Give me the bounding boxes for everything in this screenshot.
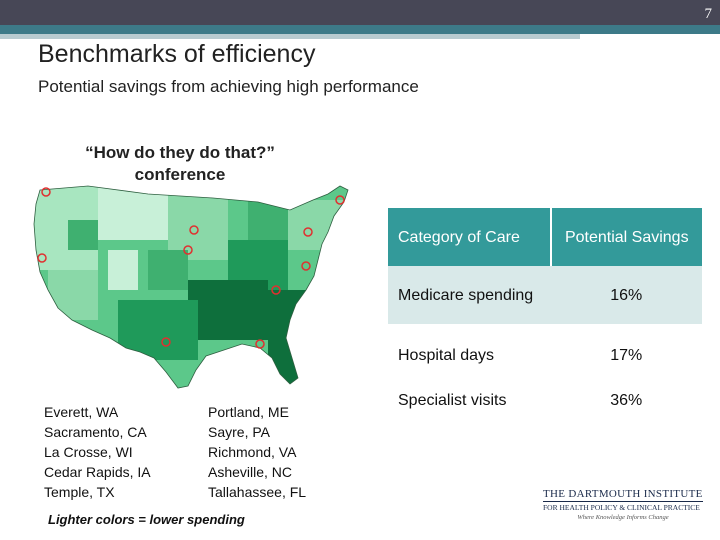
city-item: Sacramento, CA (44, 424, 147, 440)
top-bar-accent (0, 25, 720, 34)
dartmouth-logo: THE DARTMOUTH INSTITUTE FOR HEALTH POLIC… (543, 488, 703, 521)
sayre-marker (303, 227, 313, 237)
city-item: Cedar Rapids, IA (44, 464, 151, 480)
slide-subtitle: Potential savings from achieving high pe… (38, 77, 419, 96)
city-item: La Crosse, WI (44, 444, 133, 460)
tallahassee-marker (255, 339, 265, 349)
top-bar-accent-light (0, 34, 580, 39)
richmond-marker (301, 261, 311, 271)
asheville-marker (271, 285, 281, 295)
row-savings: 17% (550, 325, 702, 384)
logo-tagline: Where Knowledge Informs Change (577, 514, 669, 521)
city-item: Sayre, PA (208, 424, 270, 440)
table-header-row: Category of Care Potential Savings (388, 208, 702, 266)
page-number: 7 (704, 6, 713, 22)
city-item: Asheville, NC (208, 464, 293, 480)
conference-line-2: conference (134, 165, 226, 184)
legend-note: Lighter colors = lower spending (48, 512, 245, 527)
row-category: Medicare spending (388, 266, 551, 326)
city-item: Tallahassee, FL (208, 484, 307, 500)
city-list-right: Portland, ME Sayre, PA Richmond, VA Ashe… (208, 402, 306, 502)
table-row: Specialist visits 36% (388, 384, 702, 420)
everett-marker (41, 187, 51, 197)
top-bar (0, 0, 720, 25)
savings-table: Category of Care Potential Savings Medic… (388, 208, 702, 420)
sacramento-marker (37, 253, 47, 263)
header-category: Category of Care (388, 208, 552, 266)
header-savings: Potential Savings (550, 208, 702, 266)
logo-subtitle: FOR HEALTH POLICY & CLINICAL PRACTICE (543, 501, 703, 512)
city-item: Richmond, VA (208, 444, 297, 460)
table-row: Medicare spending 16% (388, 266, 702, 326)
la-crosse-marker (189, 225, 199, 235)
row-category: Hospital days (388, 325, 551, 384)
temple-marker (161, 337, 171, 347)
us-spending-map (33, 185, 349, 389)
row-savings: 36% (550, 384, 702, 420)
conference-line-1: “How do they do that?” (85, 143, 275, 162)
city-list-left: Everett, WA Sacramento, CA La Crosse, WI… (44, 402, 151, 502)
city-item: Portland, ME (208, 404, 289, 420)
conference-caption: “How do they do that?” conference (40, 142, 320, 186)
portland-marker (335, 195, 345, 205)
city-item: Everett, WA (44, 404, 119, 420)
cedar-rapids-marker (183, 245, 193, 255)
table-row: Hospital days 17% (388, 325, 702, 384)
row-category: Specialist visits (388, 384, 551, 420)
slide-title: Benchmarks of efficiency (38, 40, 316, 68)
city-item: Temple, TX (44, 484, 115, 500)
row-savings: 16% (550, 266, 702, 326)
logo-name: THE DARTMOUTH INSTITUTE (543, 488, 703, 500)
